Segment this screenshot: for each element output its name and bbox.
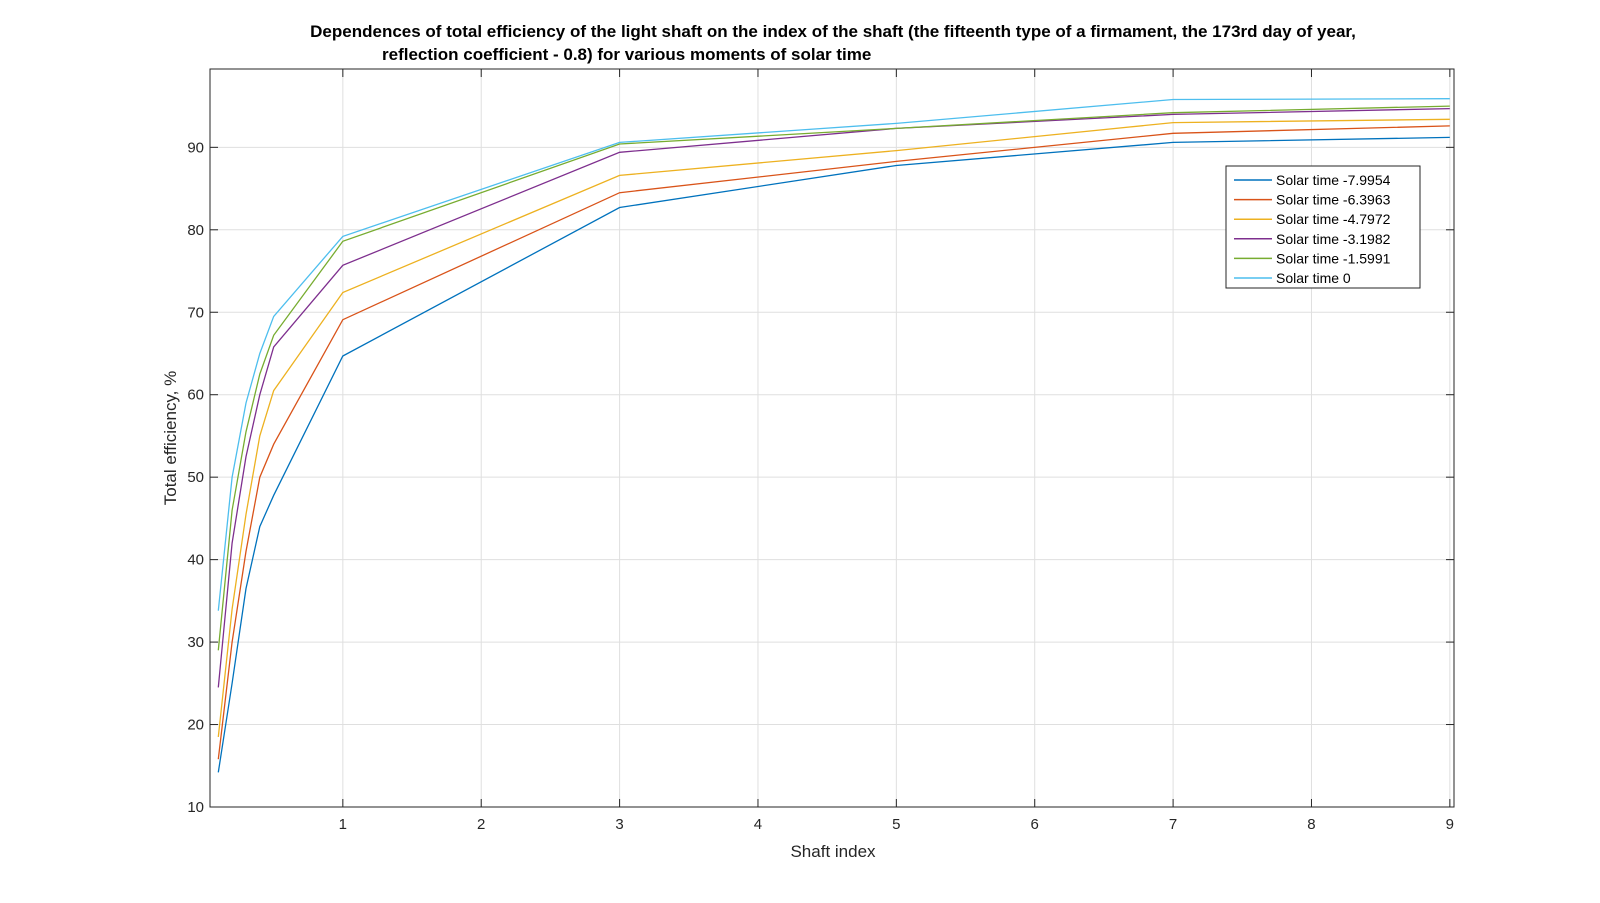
series-line-1	[217, 136, 1450, 773]
series-lines	[217, 98, 1450, 773]
x-tick-label: 5	[892, 816, 900, 833]
series-line-3	[217, 118, 1450, 737]
x-tick-label: 2	[477, 816, 485, 833]
y-tick-label: 70	[187, 304, 204, 321]
series-line-5	[217, 105, 1450, 651]
x-tick-label: 8	[1307, 816, 1315, 833]
legend-entry: Solar time -7.9954	[1276, 172, 1391, 188]
series-line-4	[217, 107, 1450, 688]
y-tick-label: 90	[187, 139, 204, 156]
y-tick-label: 10	[187, 799, 204, 816]
x-tick-label: 6	[1031, 816, 1039, 833]
legend-entry: Solar time -4.7972	[1276, 211, 1391, 227]
x-tick-label: 3	[615, 816, 623, 833]
chart-title: Dependences of total efficiency of the l…	[310, 22, 1356, 41]
x-tick-label: 7	[1169, 816, 1177, 833]
plot-area-border	[209, 68, 1455, 808]
legend-entry: Solar time -1.5991	[1276, 250, 1391, 266]
x-tick-label: 1	[339, 816, 347, 833]
y-tick-label: 60	[187, 387, 204, 404]
grid	[210, 69, 1454, 808]
legend-entry: Solar time -3.1982	[1276, 231, 1391, 247]
legend-box	[1225, 165, 1421, 289]
series-line-2	[217, 125, 1450, 760]
y-axis-label: Total efficiency, %	[161, 371, 180, 506]
x-axis-label: Shaft index	[790, 842, 876, 861]
y-tick-label: 30	[187, 634, 204, 651]
y-tick-label: 20	[187, 717, 204, 734]
y-tick-label: 50	[187, 469, 204, 486]
series-line-6	[217, 98, 1450, 611]
y-tick-label: 40	[187, 552, 204, 569]
x-tick-label: 9	[1446, 816, 1454, 833]
y-tick-label: 80	[187, 222, 204, 239]
legend-entry: Solar time -6.3963	[1276, 192, 1391, 208]
legend: Solar time -7.9954 Solar time -6.3963 Sola…	[1225, 165, 1421, 289]
legend-entry: Solar time 0	[1276, 270, 1351, 286]
x-tick-label: 4	[754, 816, 762, 833]
axis-ticks: 1 2 3 4 5 6 7 8 9 10 20 30 40 50 60 70 80 90	[187, 69, 1454, 833]
chart-subtitle: reflection coefficient - 0.8) for variou…	[382, 45, 871, 64]
